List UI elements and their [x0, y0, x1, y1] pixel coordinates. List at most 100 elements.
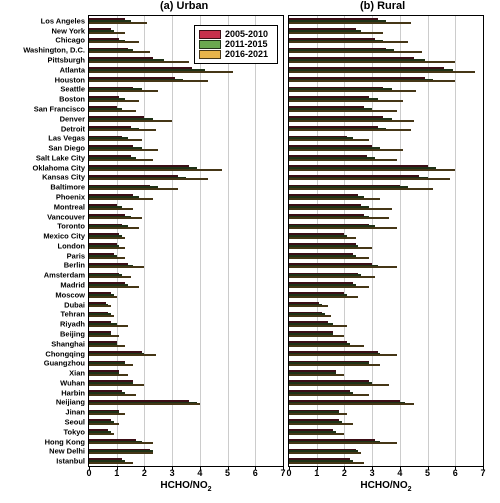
bar [289, 237, 356, 239]
city-label: Tokyo [63, 427, 85, 436]
bar [89, 315, 114, 317]
bar [289, 188, 433, 190]
bar [289, 452, 361, 454]
legend-swatch [199, 30, 221, 39]
x-tick-label: 3 [170, 468, 175, 478]
bar [289, 325, 347, 327]
bar [289, 100, 403, 102]
city-label: Atlanta [60, 65, 85, 74]
bar [89, 188, 178, 190]
city-label: Madrid [60, 281, 85, 290]
city-label: Neijiang [56, 398, 85, 407]
bar [289, 462, 364, 464]
bar [289, 22, 411, 24]
x-tick-label: 0 [286, 468, 291, 478]
bar [289, 149, 403, 151]
bar [89, 276, 131, 278]
legend-swatch [199, 40, 221, 49]
x-tick-label: 5 [225, 468, 230, 478]
bar [289, 178, 450, 180]
x-tick-label: 6 [253, 468, 258, 478]
bar [89, 384, 144, 386]
bar [89, 22, 147, 24]
bar [289, 80, 455, 82]
city-label: Guangzhou [44, 359, 85, 368]
city-label: Moscow [55, 290, 85, 299]
bar [289, 423, 353, 425]
city-label: Boston [59, 95, 85, 104]
city-label: Salt Lake City [36, 153, 85, 162]
x-tick-label: 2 [142, 468, 147, 478]
plot-rural: HCHO/NO2 01234567 [288, 15, 484, 467]
city-label: Harbin [61, 388, 85, 397]
bar [89, 237, 125, 239]
city-label: Shanghai [51, 339, 85, 348]
city-label: Montreal [54, 202, 85, 211]
panel-a-title: (a) Urban [160, 0, 208, 12]
bar [289, 403, 414, 405]
legend-label: 2016-2021 [225, 50, 268, 59]
bar [289, 129, 411, 131]
city-label: Vancouver [47, 212, 85, 221]
legend-item: 2011-2015 [199, 40, 273, 49]
city-label: Kansas City [42, 173, 85, 182]
bar [289, 315, 331, 317]
bar [289, 71, 475, 73]
bar [89, 423, 119, 425]
x-tick-label: 7 [480, 468, 485, 478]
bar [89, 394, 136, 396]
bar [289, 257, 369, 259]
city-label: Washington, D.C. [23, 46, 85, 55]
bar [89, 198, 153, 200]
city-label: Pittsburgh [48, 56, 86, 65]
city-label: Chicago [55, 36, 85, 45]
bar [289, 364, 380, 366]
bar [289, 208, 392, 210]
city-label: Chongqing [45, 349, 85, 358]
bar [89, 403, 200, 405]
bar [89, 354, 156, 356]
bar [89, 159, 153, 161]
bar [289, 120, 414, 122]
city-label: Jinan [65, 408, 85, 417]
city-label: Amsterdam [44, 271, 85, 280]
plot-urban: HCHO/NO2 01234567Los AngelesNew YorkChic… [88, 15, 284, 467]
bar [89, 217, 142, 219]
bar [289, 413, 347, 415]
x-tick-label: 3 [370, 468, 375, 478]
x-tick-label: 5 [425, 468, 430, 478]
bar [289, 374, 344, 376]
bar [89, 129, 156, 131]
bar [289, 384, 389, 386]
bar [289, 51, 422, 53]
bar [89, 257, 125, 259]
chart-legend: 2005-20102011-20152016-2021 [194, 25, 278, 64]
bar [289, 266, 397, 268]
bar [289, 90, 416, 92]
bar [89, 227, 139, 229]
x-tick-label: 4 [197, 468, 202, 478]
bar [89, 178, 208, 180]
bar [289, 345, 364, 347]
bar [289, 394, 369, 396]
bar [89, 286, 139, 288]
bar [89, 325, 128, 327]
city-label: Beijing [60, 329, 85, 338]
city-label: Denver [60, 114, 85, 123]
figure-root: (a) Urban (b) Rural HCHO/NO2 01234567Los… [0, 0, 500, 503]
bar [89, 80, 208, 82]
x-tick-label: 7 [280, 468, 285, 478]
bar [89, 110, 136, 112]
bar [89, 51, 150, 53]
bar [289, 354, 397, 356]
bar [89, 413, 125, 415]
x-axis-label-urban: HCHO/NO2 [160, 480, 211, 493]
bar [89, 335, 119, 337]
x-tick-label: 6 [453, 468, 458, 478]
bar [89, 41, 139, 43]
city-label: San Diego [48, 144, 85, 153]
city-label: Istanbul [56, 457, 85, 466]
bar [289, 159, 397, 161]
bar [89, 139, 142, 141]
bar [289, 296, 358, 298]
